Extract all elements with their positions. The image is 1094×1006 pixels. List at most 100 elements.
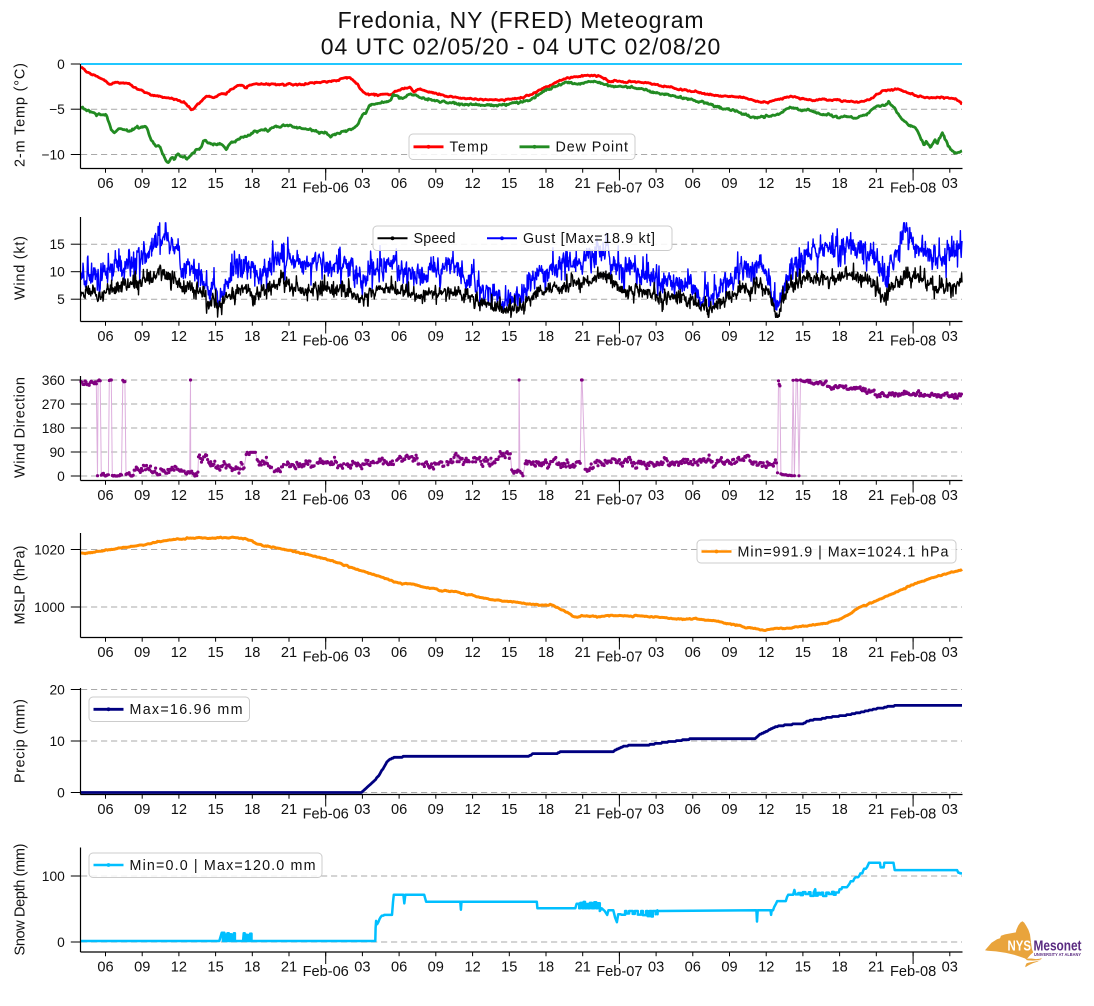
svg-text:12: 12 bbox=[171, 176, 187, 192]
svg-text:21: 21 bbox=[868, 802, 884, 818]
svg-text:12: 12 bbox=[464, 959, 480, 975]
svg-text:09: 09 bbox=[721, 329, 737, 345]
svg-text:2-m Temp (°C): 2-m Temp (°C) bbox=[13, 63, 29, 167]
svg-text:Feb-08: Feb-08 bbox=[890, 492, 936, 508]
svg-text:90: 90 bbox=[49, 445, 65, 460]
svg-text:21: 21 bbox=[281, 329, 297, 345]
svg-text:Feb-07: Feb-07 bbox=[596, 964, 642, 980]
svg-text:18: 18 bbox=[538, 959, 554, 975]
svg-text:NYS: NYS bbox=[1008, 939, 1032, 955]
svg-text:06: 06 bbox=[97, 645, 113, 661]
svg-text:09: 09 bbox=[428, 959, 444, 975]
svg-text:15: 15 bbox=[49, 237, 65, 252]
svg-text:03: 03 bbox=[354, 959, 370, 975]
svg-text:Feb-08: Feb-08 bbox=[890, 806, 936, 822]
svg-text:21: 21 bbox=[868, 645, 884, 661]
svg-text:21: 21 bbox=[575, 802, 591, 818]
svg-text:12: 12 bbox=[464, 329, 480, 345]
svg-text:15: 15 bbox=[207, 645, 223, 661]
svg-text:09: 09 bbox=[134, 329, 150, 345]
svg-text:100: 100 bbox=[42, 869, 65, 884]
svg-text:Feb-08: Feb-08 bbox=[890, 180, 936, 196]
svg-text:18: 18 bbox=[831, 488, 847, 504]
svg-text:15: 15 bbox=[795, 959, 811, 975]
svg-text:06: 06 bbox=[685, 176, 701, 192]
svg-text:15: 15 bbox=[501, 645, 517, 661]
svg-text:15: 15 bbox=[501, 488, 517, 504]
svg-text:06: 06 bbox=[97, 802, 113, 818]
svg-text:12: 12 bbox=[758, 488, 774, 504]
svg-text:12: 12 bbox=[464, 488, 480, 504]
svg-text:18: 18 bbox=[538, 329, 554, 345]
svg-text:Feb-06: Feb-06 bbox=[303, 333, 349, 349]
svg-text:21: 21 bbox=[575, 645, 591, 661]
svg-text:180: 180 bbox=[42, 421, 65, 436]
svg-text:21: 21 bbox=[281, 176, 297, 192]
svg-text:Feb-06: Feb-06 bbox=[303, 806, 349, 822]
svg-text:15: 15 bbox=[795, 488, 811, 504]
svg-text:18: 18 bbox=[538, 176, 554, 192]
svg-text:Feb-06: Feb-06 bbox=[303, 492, 349, 508]
svg-text:12: 12 bbox=[758, 645, 774, 661]
svg-text:0: 0 bbox=[57, 785, 65, 800]
svg-text:18: 18 bbox=[831, 645, 847, 661]
svg-text:15: 15 bbox=[207, 329, 223, 345]
svg-text:06: 06 bbox=[391, 645, 407, 661]
svg-text:03: 03 bbox=[648, 959, 664, 975]
svg-text:12: 12 bbox=[758, 959, 774, 975]
svg-text:Feb-06: Feb-06 bbox=[303, 649, 349, 665]
svg-text:20: 20 bbox=[49, 682, 65, 697]
svg-text:12: 12 bbox=[171, 645, 187, 661]
svg-text:21: 21 bbox=[575, 488, 591, 504]
svg-text:03: 03 bbox=[648, 645, 664, 661]
svg-text:06: 06 bbox=[391, 488, 407, 504]
svg-text:03: 03 bbox=[942, 645, 958, 661]
svg-text:09: 09 bbox=[721, 645, 737, 661]
svg-text:09: 09 bbox=[134, 488, 150, 504]
svg-text:12: 12 bbox=[171, 959, 187, 975]
svg-text:12: 12 bbox=[758, 329, 774, 345]
svg-text:06: 06 bbox=[391, 329, 407, 345]
svg-text:Fredonia, NY (FRED) Meteogram: Fredonia, NY (FRED) Meteogram bbox=[338, 7, 705, 33]
svg-text:06: 06 bbox=[391, 176, 407, 192]
svg-text:18: 18 bbox=[831, 959, 847, 975]
svg-text:21: 21 bbox=[575, 176, 591, 192]
svg-text:15: 15 bbox=[207, 488, 223, 504]
svg-text:1000: 1000 bbox=[34, 600, 65, 615]
svg-text:06: 06 bbox=[97, 488, 113, 504]
svg-text:09: 09 bbox=[134, 645, 150, 661]
svg-text:09: 09 bbox=[428, 176, 444, 192]
svg-text:21: 21 bbox=[575, 959, 591, 975]
svg-text:06: 06 bbox=[685, 959, 701, 975]
svg-text:18: 18 bbox=[244, 488, 260, 504]
svg-text:18: 18 bbox=[244, 959, 260, 975]
svg-text:15: 15 bbox=[207, 176, 223, 192]
svg-text:15: 15 bbox=[795, 645, 811, 661]
svg-text:Max=16.96 mm: Max=16.96 mm bbox=[130, 702, 243, 718]
svg-text:09: 09 bbox=[721, 959, 737, 975]
svg-text:Feb-06: Feb-06 bbox=[303, 180, 349, 196]
svg-text:15: 15 bbox=[795, 329, 811, 345]
svg-text:12: 12 bbox=[758, 176, 774, 192]
svg-text:UNIVERSITY AT ALBANY: UNIVERSITY AT ALBANY bbox=[1034, 952, 1081, 957]
svg-text:06: 06 bbox=[391, 959, 407, 975]
svg-text:18: 18 bbox=[244, 176, 260, 192]
svg-text:18: 18 bbox=[831, 802, 847, 818]
svg-text:18: 18 bbox=[538, 802, 554, 818]
svg-text:09: 09 bbox=[721, 488, 737, 504]
svg-text:Speed: Speed bbox=[414, 231, 456, 247]
svg-text:15: 15 bbox=[501, 802, 517, 818]
svg-text:21: 21 bbox=[868, 329, 884, 345]
svg-text:21: 21 bbox=[868, 959, 884, 975]
svg-text:1020: 1020 bbox=[34, 542, 65, 557]
svg-text:15: 15 bbox=[207, 802, 223, 818]
svg-text:03: 03 bbox=[354, 645, 370, 661]
svg-text:06: 06 bbox=[97, 329, 113, 345]
svg-text:12: 12 bbox=[171, 488, 187, 504]
svg-text:09: 09 bbox=[134, 959, 150, 975]
svg-text:06: 06 bbox=[97, 176, 113, 192]
svg-text:03: 03 bbox=[354, 329, 370, 345]
svg-text:21: 21 bbox=[868, 176, 884, 192]
svg-text:03: 03 bbox=[648, 488, 664, 504]
svg-text:06: 06 bbox=[391, 802, 407, 818]
